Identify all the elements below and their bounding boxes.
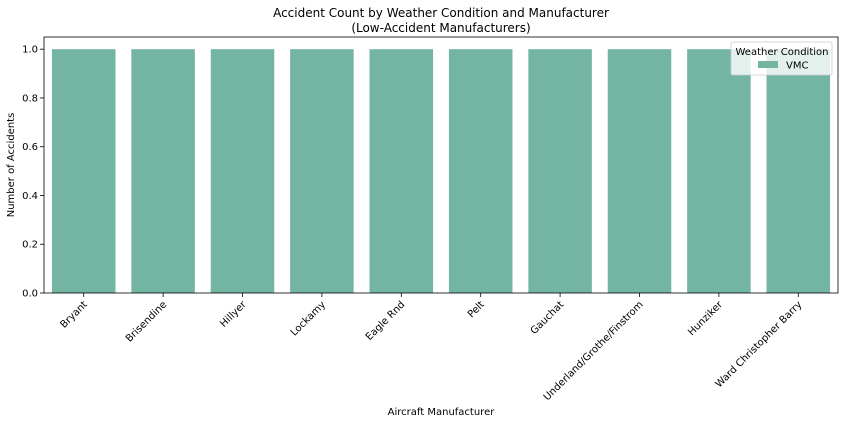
- bar: [131, 49, 195, 293]
- y-tick-label: 0.8: [22, 93, 38, 104]
- legend-swatch-vmc: [758, 61, 778, 68]
- plot-frame: [43, 36, 839, 294]
- bar: [607, 49, 672, 293]
- y-tick-label: 0.0: [22, 289, 38, 300]
- x-axis: Bryant Brisendine Hillyer Lockamy Eagle Rnd P…: [59, 293, 805, 403]
- bar: [528, 49, 592, 293]
- legend-title: Weather Condition: [735, 47, 828, 58]
- bar: [51, 49, 116, 293]
- bar-group: [51, 49, 831, 293]
- y-tick-label: 1.0: [22, 45, 38, 56]
- x-tick-label: Eagle Rnd: [364, 299, 408, 343]
- x-tick-label: Brisendine: [124, 299, 169, 344]
- y-tick-label: 0.6: [22, 142, 38, 153]
- x-tick-label: Pelt: [466, 299, 487, 320]
- bar: [687, 49, 751, 293]
- x-tick-label: Bryant: [59, 299, 90, 330]
- y-tick-label: 0.2: [22, 240, 38, 251]
- bar: [290, 49, 354, 293]
- chart-subtitle: (Low-Accident Manufacturers): [351, 21, 530, 35]
- bar: [448, 49, 513, 293]
- chart-title: Accident Count by Weather Condition and …: [273, 6, 609, 20]
- y-tick-label: 0.4: [22, 191, 38, 202]
- legend-box: [730, 41, 833, 76]
- bar: [766, 49, 831, 293]
- x-tick-label: Hunziker: [686, 299, 725, 338]
- x-tick-label: Hillyer: [218, 299, 249, 330]
- x-tick-label: Lockamy: [289, 299, 328, 338]
- y-axis: 0.0 0.2 0.4 0.6 0.8 1.0: [22, 45, 44, 300]
- bar: [369, 49, 434, 293]
- bar: [210, 49, 275, 293]
- x-axis-label: Aircraft Manufacturer: [388, 407, 496, 418]
- legend-label-vmc: VMC: [786, 61, 808, 72]
- x-tick-label: Gauchat: [529, 299, 567, 337]
- legend: Weather Condition VMC: [730, 41, 833, 76]
- x-tick-label: Ward Christopher Barry: [714, 299, 805, 390]
- y-axis-label: Number of Accidents: [6, 113, 17, 218]
